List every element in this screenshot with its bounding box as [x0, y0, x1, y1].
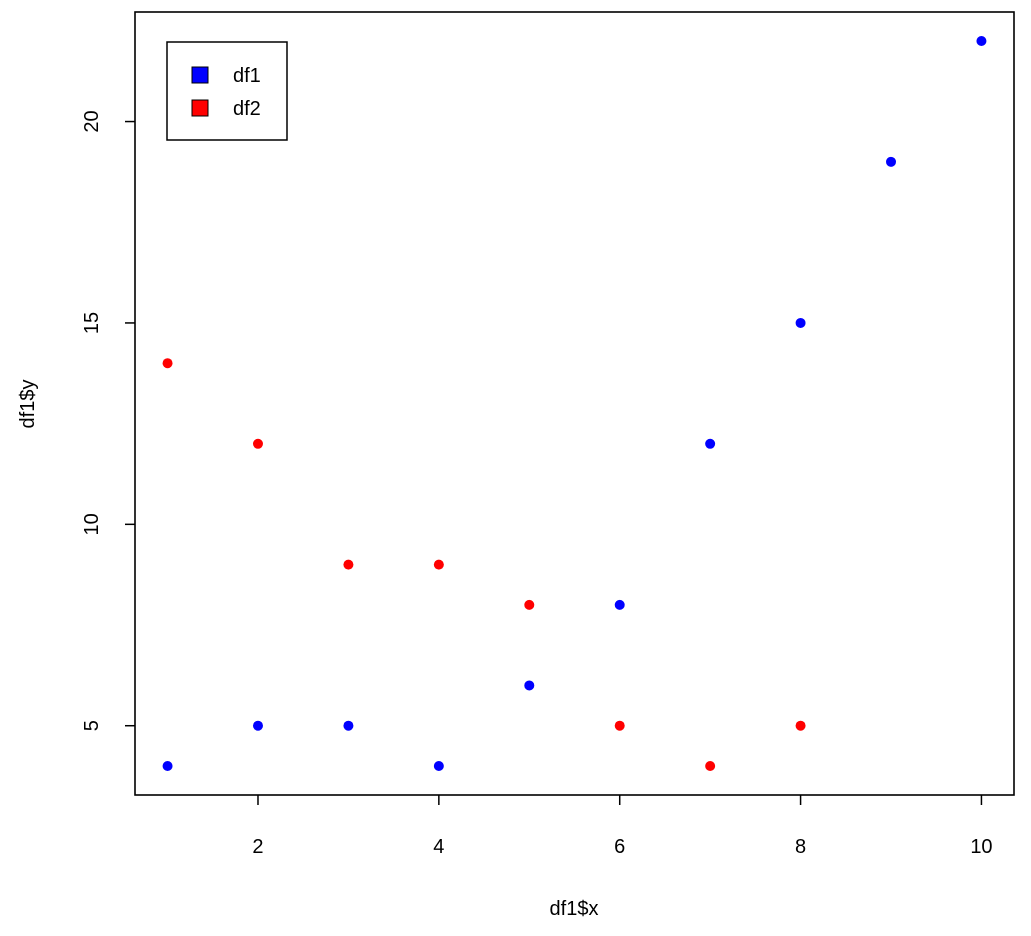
data-point-df1: [433, 761, 444, 771]
data-point-df1: [705, 438, 716, 449]
x-tick-label: 2: [252, 836, 263, 858]
x-tick-label: 4: [433, 836, 444, 858]
data-point-df1: [795, 317, 806, 328]
data-point-df1: [343, 720, 354, 731]
data-point-df2: [433, 559, 444, 570]
legend-label-df1: df1: [233, 65, 261, 87]
data-point-df2: [705, 761, 716, 771]
legend: df1 df2: [166, 41, 288, 141]
y-tick-label: 15: [81, 312, 103, 334]
y-tick-label: 20: [81, 110, 103, 132]
legend-label-df2: df2: [233, 98, 261, 120]
data-points: [162, 36, 987, 771]
data-point-df2: [343, 559, 354, 570]
data-point-df2: [795, 720, 806, 731]
x-axis-label: df1$x: [550, 898, 599, 920]
legend-swatch-df1: [191, 66, 209, 84]
data-point-df2: [162, 358, 173, 369]
legend-box: [166, 41, 288, 141]
data-point-df2: [252, 438, 263, 449]
y-tick-label: 5: [81, 720, 103, 731]
data-point-df1: [976, 36, 987, 46]
data-point-df1: [614, 599, 625, 610]
y-tick-label: 10: [81, 513, 103, 535]
plot-frame: [134, 11, 1015, 796]
legend-swatch-df2: [191, 99, 209, 117]
x-tick-label: 8: [795, 836, 806, 858]
x-tick-label: 10: [970, 836, 992, 858]
x-tick-label: 6: [614, 836, 625, 858]
data-point-df1: [252, 720, 263, 731]
y-axis: 5 10 15 20: [81, 110, 135, 731]
data-point-df2: [524, 599, 535, 610]
data-point-df1: [162, 761, 173, 771]
data-point-df1: [524, 680, 535, 691]
x-axis: 2 4 6 8 10: [252, 795, 993, 858]
data-point-df1: [886, 156, 897, 167]
data-point-df2: [614, 720, 625, 731]
y-axis-label: df1$y: [17, 380, 39, 429]
